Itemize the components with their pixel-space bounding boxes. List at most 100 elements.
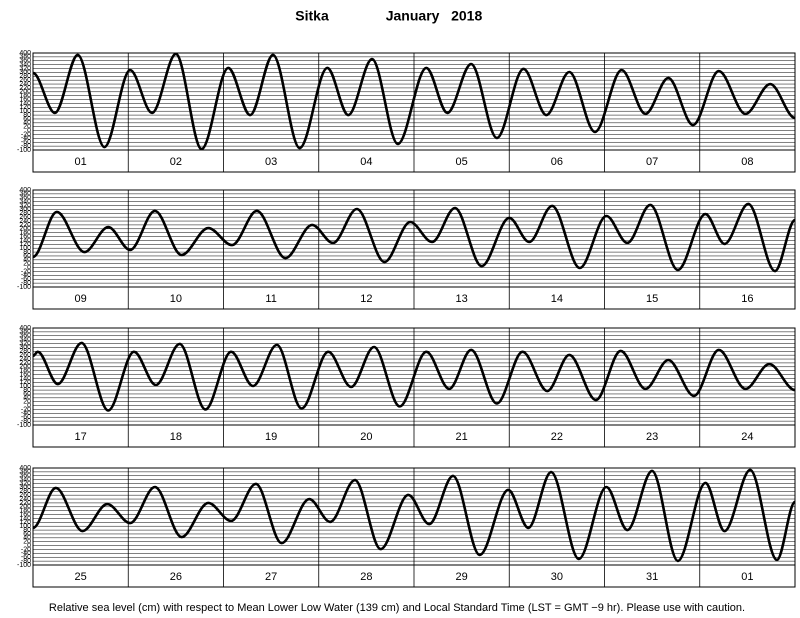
y-tick-label: 160: [19, 511, 31, 518]
y-tick-label: 320: [19, 480, 31, 487]
y-tick-label: 400: [19, 187, 31, 194]
y-tick-label: 20: [23, 539, 31, 546]
y-tick-label: 120: [19, 241, 31, 248]
y-tick-label: 300: [19, 484, 31, 491]
y-tick-label: 80: [23, 249, 31, 256]
y-tick-label: 60: [23, 391, 31, 398]
y-tick-label: 220: [19, 85, 31, 92]
y-tick-label: 60: [23, 531, 31, 538]
day-label: 14: [551, 293, 563, 305]
y-tick-label: 40: [23, 535, 31, 542]
day-label: 04: [360, 156, 372, 168]
day-label: 01: [741, 571, 753, 583]
day-label: 23: [646, 431, 658, 443]
day-label: 16: [741, 293, 753, 305]
y-tick-label: 280: [19, 488, 31, 495]
y-tick-label: 20: [23, 261, 31, 268]
y-tick-label: -20: [21, 131, 31, 138]
y-tick-label: 340: [19, 61, 31, 68]
day-label: 20: [360, 431, 372, 443]
y-tick-label: 380: [19, 469, 31, 476]
day-label: 28: [360, 571, 372, 583]
y-tick-label: 200: [19, 364, 31, 371]
y-tick-label: -20: [21, 546, 31, 553]
y-tick-label: 40: [23, 257, 31, 264]
y-tick-label: 360: [19, 195, 31, 202]
day-label: 26: [170, 571, 182, 583]
y-tick-label: 140: [19, 515, 31, 522]
y-tick-label: 120: [19, 519, 31, 526]
y-tick-label: 20: [23, 124, 31, 131]
day-label: 24: [741, 431, 753, 443]
y-tick-label: -20: [21, 268, 31, 275]
y-tick-label: 220: [19, 360, 31, 367]
y-tick-label: 400: [19, 50, 31, 57]
y-tick-label: 400: [19, 465, 31, 472]
day-label: 10: [170, 293, 182, 305]
day-label: 19: [265, 431, 277, 443]
y-tick-label: -40: [21, 135, 31, 142]
day-label: 22: [551, 431, 563, 443]
y-tick-label: -100: [17, 284, 31, 291]
y-tick-label: 240: [19, 218, 31, 225]
title-date: January 2018: [386, 8, 483, 24]
y-tick-label: 380: [19, 329, 31, 336]
y-tick-label: 60: [23, 253, 31, 260]
y-tick-label: 160: [19, 371, 31, 378]
y-tick-label: 260: [19, 352, 31, 359]
y-tick-label: 100: [19, 108, 31, 115]
y-tick-label: 0: [27, 127, 31, 134]
tide-line: [32, 468, 797, 563]
y-tick-label: 40: [23, 395, 31, 402]
y-tick-label: 220: [19, 500, 31, 507]
footnote: Relative sea level (cm) with respect to …: [49, 602, 745, 614]
day-label: 17: [75, 431, 87, 443]
y-tick-label: 60: [23, 116, 31, 123]
y-tick-label: 100: [19, 523, 31, 530]
y-tick-label: 180: [19, 93, 31, 100]
y-tick-label: 400: [19, 325, 31, 332]
y-tick-label: 220: [19, 222, 31, 229]
y-tick-label: 300: [19, 344, 31, 351]
y-tick-label: 180: [19, 508, 31, 515]
y-tick-label: 20: [23, 399, 31, 406]
tide-line: [32, 202, 797, 273]
y-tick-label: 360: [19, 58, 31, 65]
y-tick-label: 80: [23, 387, 31, 394]
y-tick-label: 280: [19, 348, 31, 355]
y-tick-label: 40: [23, 120, 31, 127]
day-label: 21: [456, 431, 468, 443]
day-label: 27: [265, 571, 277, 583]
y-tick-label: 180: [19, 230, 31, 237]
day-label: 30: [551, 571, 563, 583]
y-tick-label: 240: [19, 81, 31, 88]
y-tick-label: -40: [21, 550, 31, 557]
y-tick-label: 320: [19, 65, 31, 72]
day-label: 05: [456, 156, 468, 168]
y-tick-label: 100: [19, 245, 31, 252]
day-label: 06: [551, 156, 563, 168]
y-tick-label: 0: [27, 402, 31, 409]
y-tick-label: -40: [21, 410, 31, 417]
y-tick-label: -100: [17, 147, 31, 154]
y-tick-label: 180: [19, 368, 31, 375]
y-tick-label: 80: [23, 527, 31, 534]
day-label: 03: [265, 156, 277, 168]
y-tick-label: 120: [19, 379, 31, 386]
y-tick-label: 320: [19, 202, 31, 209]
day-label: 13: [456, 293, 468, 305]
y-tick-label: 200: [19, 89, 31, 96]
day-label: 08: [741, 156, 753, 168]
day-label: 11: [265, 293, 276, 305]
y-tick-label: -80: [21, 418, 31, 425]
day-label: 15: [646, 293, 658, 305]
y-tick-label: -20: [21, 406, 31, 413]
day-label: 01: [75, 156, 87, 168]
y-tick-label: -100: [17, 562, 31, 569]
y-tick-label: 240: [19, 356, 31, 363]
y-tick-label: 140: [19, 100, 31, 107]
y-tick-label: 380: [19, 191, 31, 198]
y-tick-label: 100: [19, 383, 31, 390]
y-tick-label: 360: [19, 473, 31, 480]
